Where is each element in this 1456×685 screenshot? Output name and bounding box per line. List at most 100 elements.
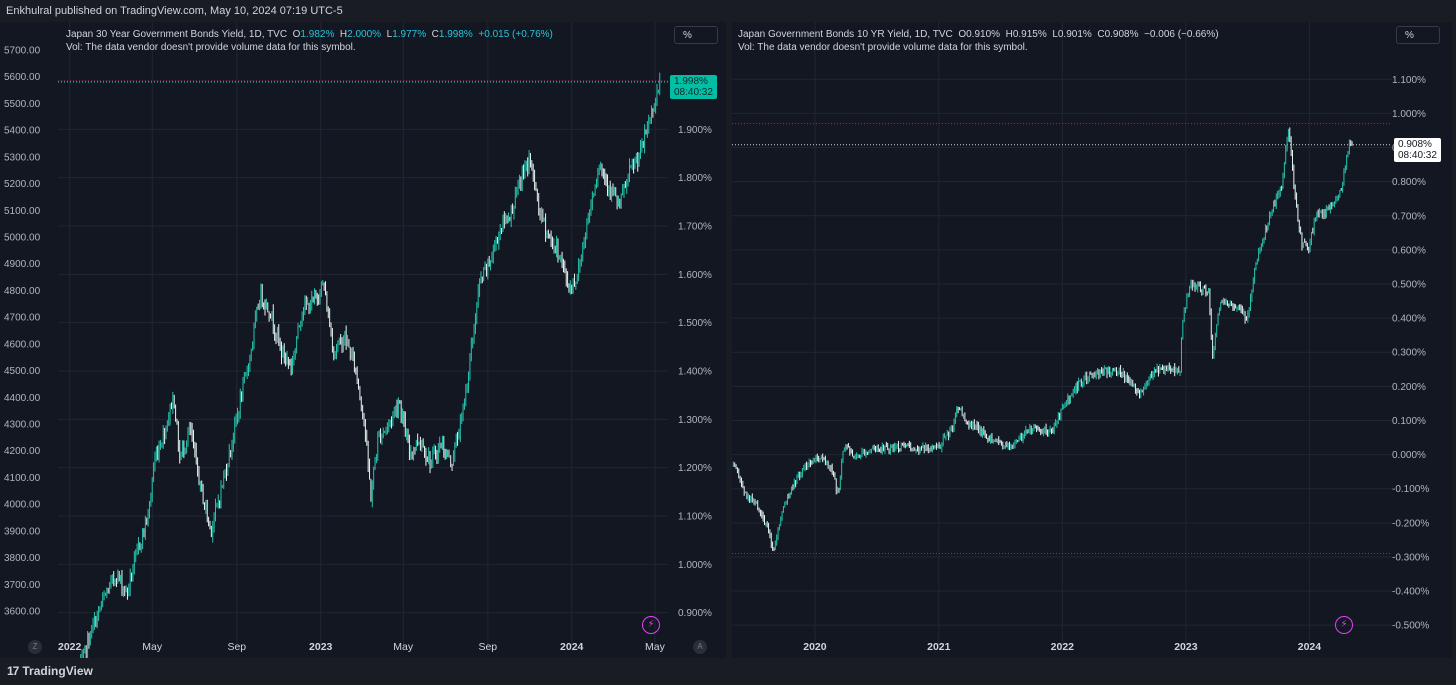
left-tick-label: 3800.00 bbox=[4, 553, 41, 564]
left-tick-label: 4100.00 bbox=[4, 473, 41, 484]
y-tick-label: 1.700% bbox=[678, 222, 712, 233]
left-tick-label: 5400.00 bbox=[4, 126, 41, 137]
last-price-value: 1.998% bbox=[674, 75, 708, 87]
y-tick-label: 0.500% bbox=[1392, 280, 1426, 291]
left-tick-label: 4300.00 bbox=[4, 420, 41, 431]
y-tick-label: 1.600% bbox=[678, 270, 712, 281]
y-tick-label: -0.300% bbox=[1392, 552, 1429, 563]
x-tick-label: May bbox=[142, 641, 163, 653]
y-tick-label: 0.600% bbox=[1392, 245, 1426, 256]
legend-c-value: 0.908% bbox=[1104, 29, 1139, 40]
left-tick-label: 3700.00 bbox=[4, 580, 41, 591]
bottom-bar: 17 TradingView bbox=[0, 658, 1456, 685]
legend-l-label: L bbox=[1052, 29, 1058, 40]
y-tick-label: 1.300% bbox=[678, 415, 712, 426]
y-tick-label: -0.100% bbox=[1392, 484, 1429, 495]
last-price-tag: 0.908% 08:40:32 bbox=[1394, 137, 1441, 162]
chart-jp10y-svg[interactable]: -0.500% -0.400% -0.300% -0.200% -0.100% 0.000… bbox=[732, 22, 1452, 658]
candles bbox=[732, 127, 1353, 552]
legend-o-value: 0.910% bbox=[966, 29, 1001, 40]
x-tick-label: May bbox=[393, 641, 414, 653]
legend-c-label: C bbox=[431, 29, 439, 40]
left-tick-label: 5000.00 bbox=[4, 233, 41, 244]
last-price-countdown: 08:40:32 bbox=[1398, 149, 1437, 161]
x-tick-label: 2024 bbox=[1298, 641, 1322, 653]
zoom-button[interactable]: Z bbox=[28, 640, 42, 654]
y-tick-label: 0.400% bbox=[1392, 314, 1426, 325]
y-tick-label: 0.700% bbox=[1392, 211, 1426, 222]
legend-c-label: C bbox=[1097, 29, 1105, 40]
y-tick-label: 1.400% bbox=[678, 367, 712, 378]
last-price-tag: 1.998% 08:40:32 bbox=[670, 74, 717, 99]
y-tick-label: 1.900% bbox=[678, 125, 712, 136]
legend-h-value: 2.000% bbox=[347, 29, 382, 40]
tradingview-logo[interactable]: 17 TradingView bbox=[7, 664, 93, 678]
y-tick-label: 0.200% bbox=[1392, 382, 1426, 393]
vol-note: Vol: The data vendor doesn't provide vol… bbox=[66, 42, 356, 53]
vol-note: Vol: The data vendor doesn't provide vol… bbox=[738, 42, 1028, 53]
y-tick-label: 0.100% bbox=[1392, 416, 1426, 427]
y-tick-label: 1.100% bbox=[678, 512, 712, 523]
lightning-icon[interactable]: ⚡ bbox=[642, 616, 660, 634]
x-tick-label: 2021 bbox=[927, 641, 951, 653]
legend-change: +0.015 (+0.76%) bbox=[478, 29, 553, 40]
left-tick-label: 4700.00 bbox=[4, 313, 41, 324]
y-tick-label: -0.500% bbox=[1392, 621, 1429, 632]
x-tick-label: Sep bbox=[227, 641, 246, 653]
x-tick-label: 2022 bbox=[1051, 641, 1075, 653]
legend-o-label: O bbox=[958, 29, 967, 40]
last-price-countdown: 08:40:32 bbox=[674, 86, 713, 98]
y-tick-label: 0.800% bbox=[1392, 177, 1426, 188]
left-tick-label: 4800.00 bbox=[4, 286, 41, 297]
x-tick-label: May bbox=[645, 641, 666, 653]
legend-h-label: H bbox=[1005, 29, 1013, 40]
chart-jp30y-svg[interactable]: 0.900% 1.000% 1.100% 1.200% 1.300% 1.400% 1.50… bbox=[0, 22, 726, 658]
left-tick-label: 4000.00 bbox=[4, 500, 41, 511]
left-tick-label: 4600.00 bbox=[4, 339, 41, 350]
y-tick-label: -0.200% bbox=[1392, 518, 1429, 529]
legend-o-label: O bbox=[292, 29, 301, 40]
y-tick-label: 1.800% bbox=[678, 173, 712, 184]
x-tick-label: 2023 bbox=[309, 641, 333, 653]
y-tick-label: 1.000% bbox=[678, 560, 712, 571]
tradingview-mark-icon: 17 bbox=[7, 664, 19, 678]
brand-name: TradingView bbox=[22, 664, 93, 678]
left-tick-label: 3900.00 bbox=[4, 526, 41, 537]
chart-panel-jp10y[interactable]: -0.500% -0.400% -0.300% -0.200% -0.100% 0.000… bbox=[732, 22, 1452, 658]
legend-l-value: 0.901% bbox=[1057, 29, 1092, 40]
y-tick-label: 0.000% bbox=[1392, 450, 1426, 461]
legend-l-value: 1.977% bbox=[392, 29, 427, 40]
legend-title: Japan 30 Year Government Bonds Yield, 1D… bbox=[66, 29, 288, 40]
legend-c-value: 1.998% bbox=[438, 29, 473, 40]
last-price-value: 0.908% bbox=[1398, 138, 1432, 150]
y-tick-label: 1.200% bbox=[678, 463, 712, 474]
left-tick-label: 4400.00 bbox=[4, 393, 41, 404]
y-tick-label: -0.400% bbox=[1392, 587, 1429, 598]
legend-o-value: 1.982% bbox=[300, 29, 335, 40]
y-tick-label: 1.500% bbox=[678, 318, 712, 329]
legend-jp30y: Japan 30 Year Government Bonds Yield, 1D… bbox=[66, 28, 553, 54]
auto-scale-button[interactable]: A bbox=[693, 640, 707, 654]
y-tick-label: 0.900% bbox=[678, 608, 712, 619]
left-tick-label: 4200.00 bbox=[4, 446, 41, 457]
legend-h-value: 0.915% bbox=[1012, 29, 1047, 40]
legend-jp10y: Japan Government Bonds 10 YR Yield, 1D, … bbox=[738, 28, 1219, 54]
chart-panel-jp30y[interactable]: 0.900% 1.000% 1.100% 1.200% 1.300% 1.400% 1.50… bbox=[0, 22, 726, 658]
legend-title: Japan Government Bonds 10 YR Yield, 1D, … bbox=[738, 29, 953, 40]
left-tick-label: 4500.00 bbox=[4, 366, 41, 377]
legend-h-label: H bbox=[339, 29, 348, 40]
x-tick-label: 2023 bbox=[1174, 641, 1198, 653]
y-tick-label: 1.000% bbox=[1392, 109, 1426, 120]
percent-scale-button[interactable]: % bbox=[1396, 26, 1440, 44]
legend-l-label: L bbox=[386, 29, 393, 40]
candles bbox=[80, 72, 661, 658]
x-tick-label: Sep bbox=[478, 641, 497, 653]
publish-line: Enkhulral published on TradingView.com, … bbox=[6, 5, 343, 17]
left-tick-label: 5100.00 bbox=[4, 206, 41, 217]
x-tick-label: 2020 bbox=[803, 641, 827, 653]
left-tick-label: 5300.00 bbox=[4, 152, 41, 163]
legend-change: −0.006 (−0.66%) bbox=[1144, 29, 1219, 40]
percent-scale-button[interactable]: % bbox=[674, 26, 718, 44]
lightning-icon[interactable]: ⚡ bbox=[1335, 616, 1353, 634]
left-tick-label: 5600.00 bbox=[4, 72, 41, 83]
